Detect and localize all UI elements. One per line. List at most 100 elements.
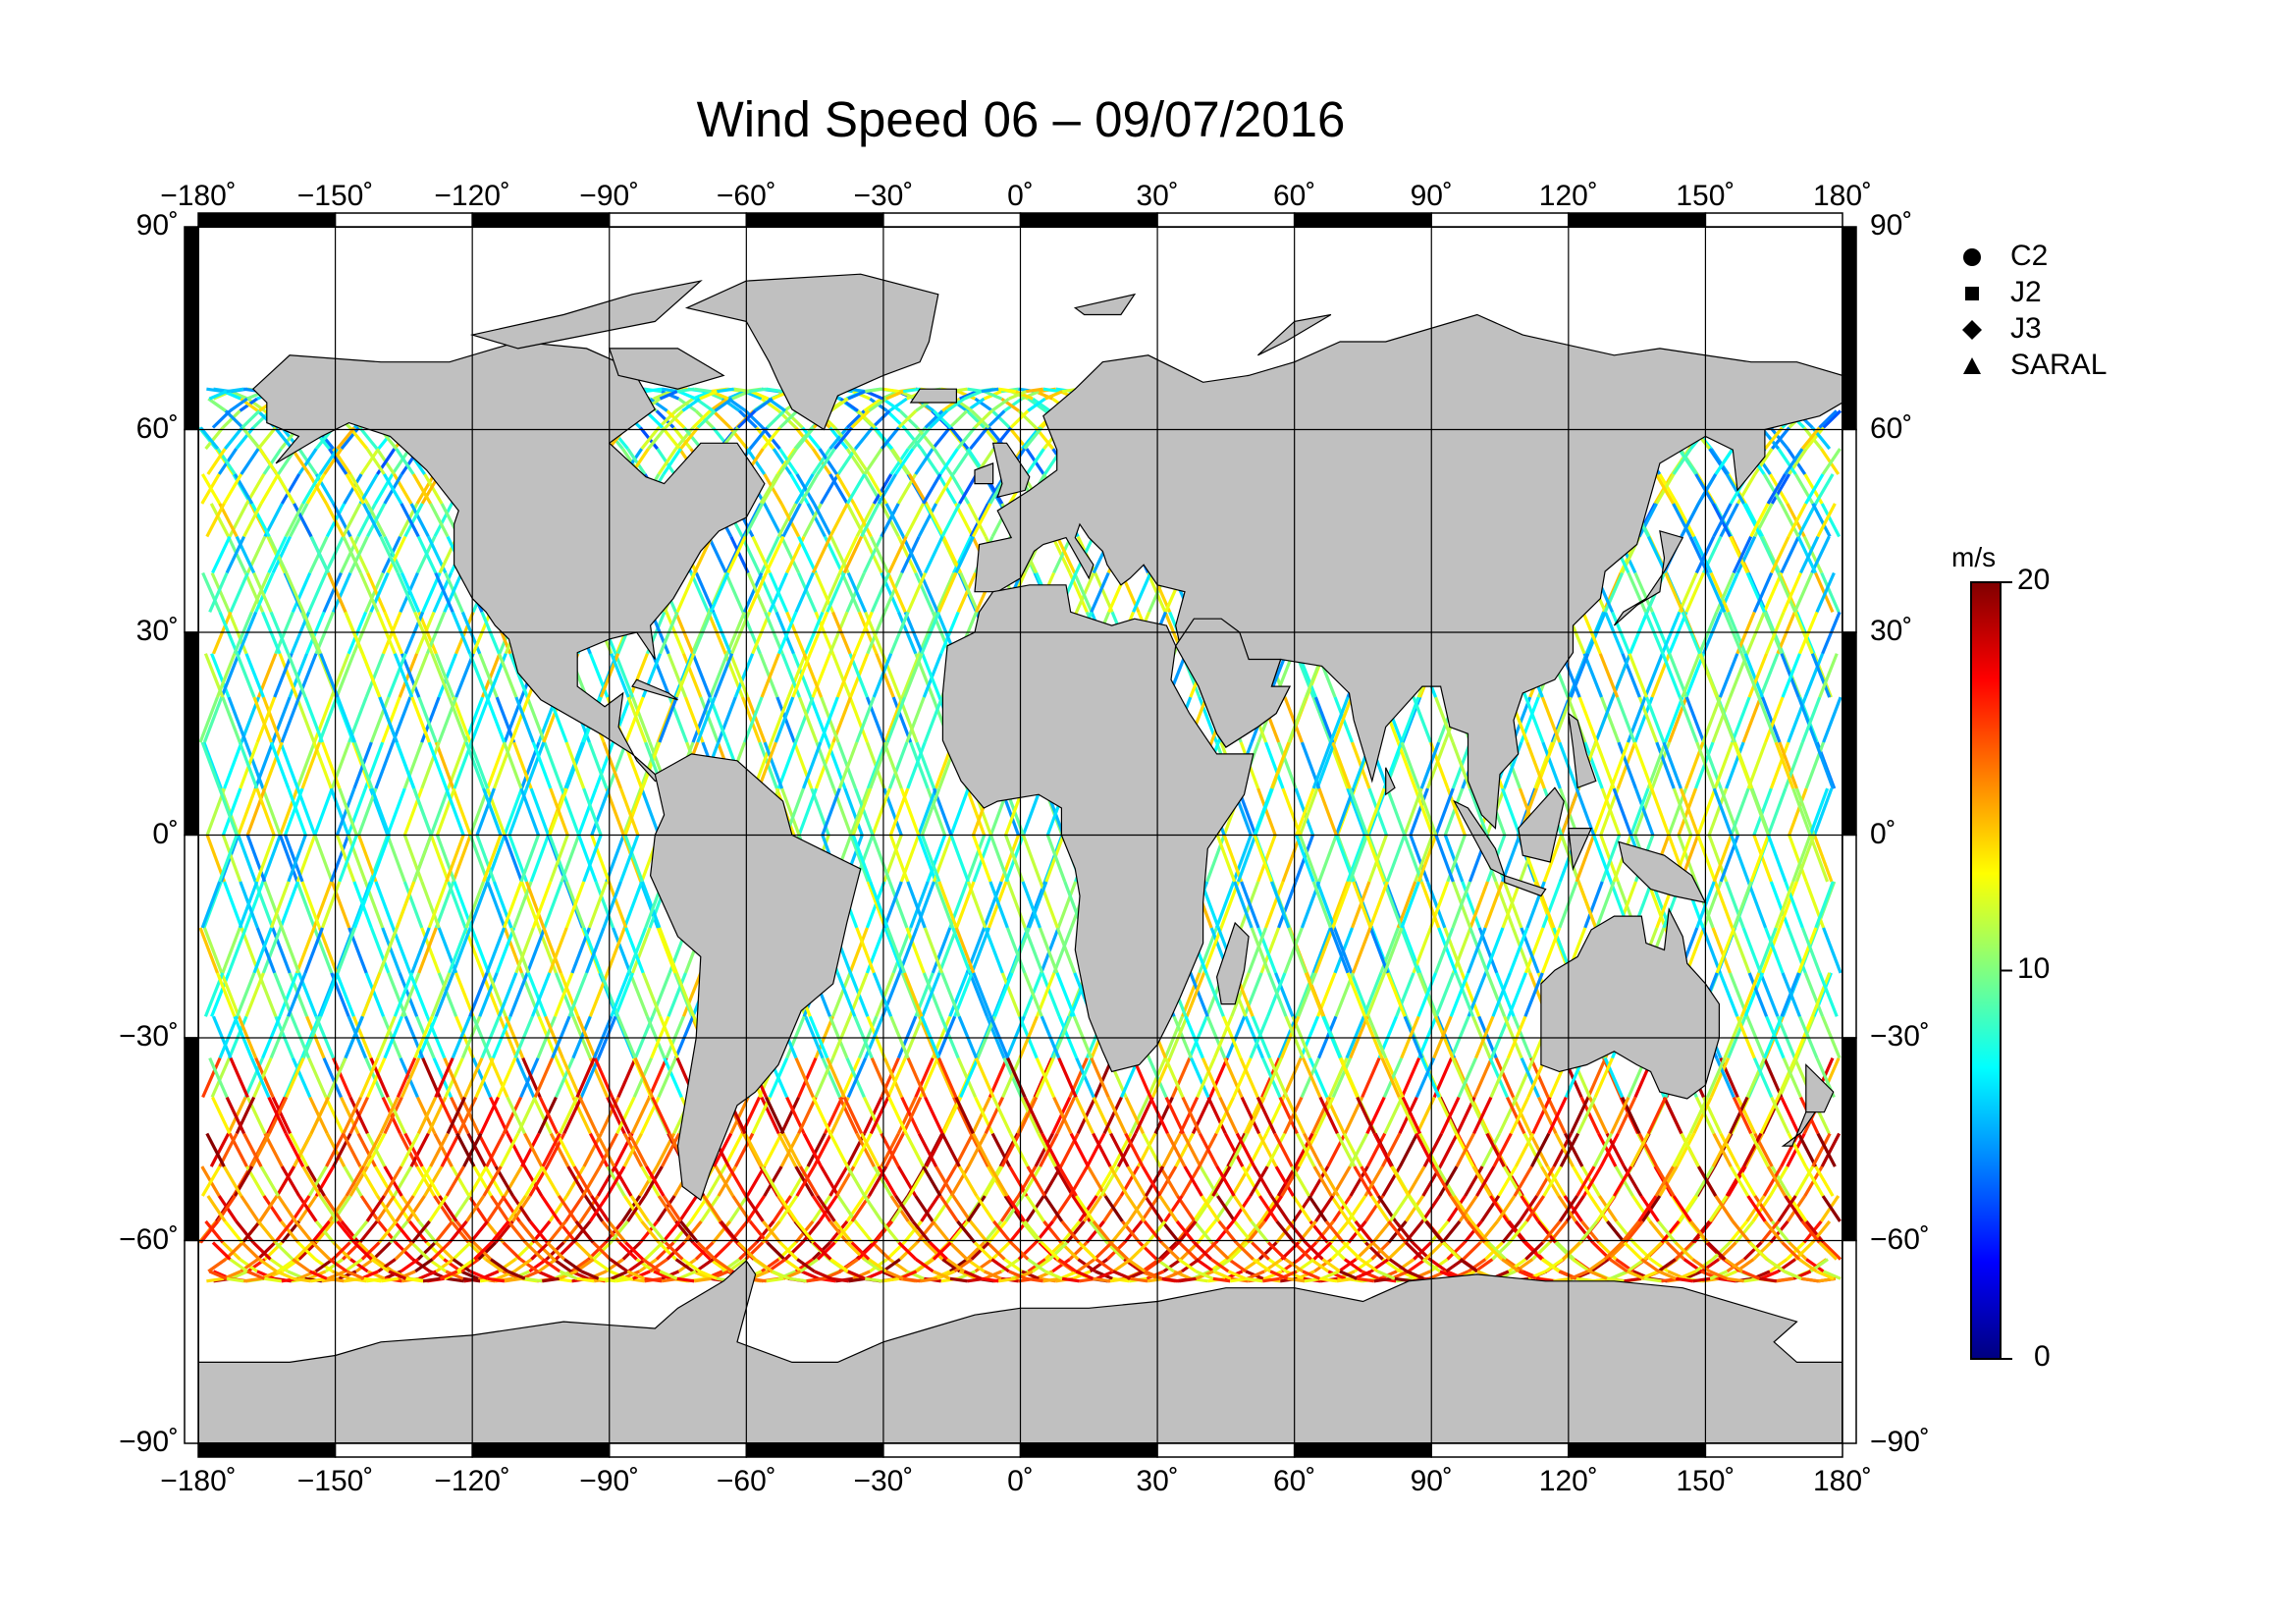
lat-tick-label-left: 90˚ bbox=[135, 209, 179, 242]
landmass bbox=[1781, 1111, 1817, 1147]
gridlines bbox=[198, 227, 1842, 1443]
lon-tick-label-top: 150˚ bbox=[1676, 180, 1735, 212]
circle-icon bbox=[1963, 248, 1981, 266]
lon-tick-label-bottom: 120˚ bbox=[1538, 1465, 1598, 1497]
square-icon bbox=[1965, 287, 1979, 300]
lon-tick-label-bottom: 180˚ bbox=[1812, 1465, 1873, 1497]
frame-segment bbox=[609, 1442, 748, 1458]
lon-tick-label-top: −150˚ bbox=[296, 180, 374, 212]
lon-tick-label-top: 0˚ bbox=[1007, 180, 1034, 212]
landmass bbox=[1568, 828, 1593, 872]
frame-segment bbox=[1842, 834, 1857, 1039]
landmass bbox=[1568, 712, 1597, 789]
frame-segment bbox=[184, 1239, 199, 1444]
landmass bbox=[1385, 767, 1396, 796]
landmass bbox=[1805, 1063, 1835, 1113]
landmass bbox=[251, 341, 766, 782]
frame-bars bbox=[184, 212, 1857, 1458]
landmass bbox=[469, 280, 703, 350]
legend-label: SARAL bbox=[2010, 349, 2108, 381]
frame-segment bbox=[184, 631, 199, 837]
landmass bbox=[1540, 907, 1720, 1100]
landmass bbox=[684, 273, 939, 431]
triangle-icon bbox=[1963, 357, 1981, 374]
colorbar-mid-label: 10 bbox=[2017, 951, 2051, 985]
frame-segment bbox=[1430, 212, 1570, 228]
frame-segment bbox=[1019, 212, 1158, 228]
lon-tick-label-bottom: 30˚ bbox=[1136, 1465, 1179, 1497]
legend-label: C2 bbox=[2010, 240, 2049, 272]
colorbar-ticks bbox=[2001, 581, 2012, 1360]
frame-segment bbox=[1430, 1442, 1570, 1458]
frame-segment bbox=[1156, 212, 1296, 228]
map-content bbox=[198, 227, 1842, 1443]
lat-tick-label-right: −90˚ bbox=[1870, 1426, 1930, 1458]
lon-tick-label-top: 60˚ bbox=[1272, 180, 1316, 212]
lon-tick-label-bottom: −60˚ bbox=[716, 1465, 776, 1497]
frame-segment bbox=[197, 212, 337, 228]
frame-segment bbox=[197, 1442, 337, 1458]
lat-tick-label-right: 0˚ bbox=[1870, 817, 1896, 850]
frame-segment bbox=[745, 212, 884, 228]
lon-tick-label-top: 90˚ bbox=[1410, 180, 1453, 212]
frame-segment bbox=[1704, 1442, 1843, 1458]
lat-tick-label-left: 60˚ bbox=[135, 411, 179, 445]
lat-tick-label-right: 60˚ bbox=[1870, 411, 1913, 445]
colorbar-min-label: 0 bbox=[2034, 1340, 2051, 1373]
frame-segment bbox=[1568, 1442, 1707, 1458]
landmass bbox=[909, 388, 957, 404]
frame-segment bbox=[882, 212, 1022, 228]
landmass bbox=[974, 313, 1842, 830]
frame-segment bbox=[1704, 212, 1843, 228]
frame-segment bbox=[184, 226, 199, 431]
landmass bbox=[1613, 529, 1684, 626]
frame-segment bbox=[1156, 1442, 1296, 1458]
lon-tick-label-bottom: 90˚ bbox=[1410, 1465, 1453, 1497]
lat-tick-label-left: −60˚ bbox=[119, 1222, 179, 1256]
frame-segment bbox=[184, 834, 199, 1039]
frame-segment bbox=[334, 212, 473, 228]
landmass bbox=[608, 348, 725, 390]
lon-tick-label-top: −30˚ bbox=[853, 180, 914, 212]
frame-segment bbox=[184, 1037, 199, 1242]
lon-tick-label-bottom: −30˚ bbox=[853, 1465, 914, 1497]
lat-tick-label-right: 90˚ bbox=[1870, 209, 1913, 242]
frame-segment bbox=[609, 212, 748, 228]
frame-segment bbox=[1842, 428, 1857, 633]
frame-segment bbox=[1019, 1442, 1158, 1458]
landmass bbox=[974, 462, 994, 485]
lon-tick-label-bottom: 0˚ bbox=[1007, 1465, 1034, 1497]
frame-segment bbox=[882, 1442, 1022, 1458]
legend-label: J2 bbox=[2010, 276, 2042, 308]
landmass bbox=[1174, 618, 1291, 748]
lon-tick-label-bottom: −90˚ bbox=[579, 1465, 640, 1497]
frame-segment bbox=[334, 1442, 473, 1458]
colorbar-unit-label: m/s bbox=[1951, 542, 1997, 572]
lon-tick-label-top: 30˚ bbox=[1136, 180, 1179, 212]
frame-segment bbox=[1842, 1239, 1857, 1444]
landmass bbox=[1618, 840, 1707, 904]
landmass bbox=[1504, 874, 1547, 897]
frame-segment bbox=[1842, 631, 1857, 837]
landmass bbox=[631, 678, 678, 701]
lon-tick-label-bottom: −120˚ bbox=[434, 1465, 510, 1497]
lon-tick-label-top: −180˚ bbox=[160, 180, 237, 212]
lon-tick-label-bottom: −180˚ bbox=[160, 1465, 237, 1497]
lon-tick-label-bottom: −150˚ bbox=[296, 1465, 374, 1497]
lon-tick-label-bottom: 150˚ bbox=[1676, 1465, 1735, 1497]
lat-tick-label-left: −30˚ bbox=[119, 1020, 179, 1053]
colorbar-max-label: 20 bbox=[2017, 564, 2051, 596]
legend-label: J3 bbox=[2010, 312, 2042, 345]
landmass bbox=[1073, 293, 1137, 316]
lon-tick-label-top: −90˚ bbox=[579, 180, 640, 212]
lon-tick-label-top: 180˚ bbox=[1812, 180, 1873, 212]
landmass bbox=[1215, 921, 1250, 1005]
frame-segment bbox=[1842, 226, 1857, 431]
landmass bbox=[649, 753, 862, 1202]
lat-tick-label-left: 30˚ bbox=[135, 615, 179, 647]
frame-segment bbox=[184, 428, 199, 633]
lon-tick-label-top: −120˚ bbox=[434, 180, 510, 212]
map-title: Wind Speed 06 – 09/07/2016 bbox=[696, 91, 1346, 147]
